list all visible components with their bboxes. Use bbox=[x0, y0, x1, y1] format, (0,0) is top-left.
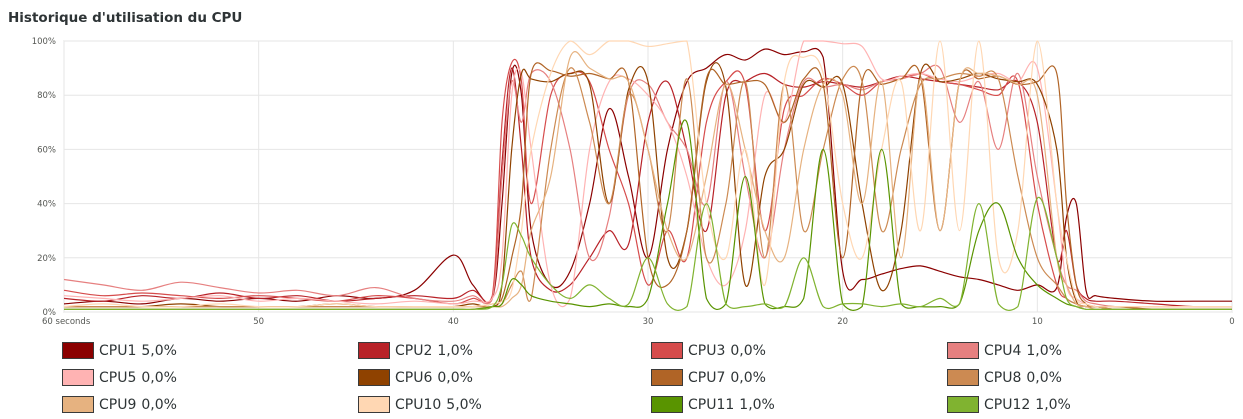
legend-text: CPU10 5,0% bbox=[395, 397, 482, 413]
series-line-cpu12 bbox=[64, 196, 1232, 311]
series-line-cpu1 bbox=[63, 47, 1232, 305]
legend-item-cpu6[interactable]: CPU6 0,0% bbox=[358, 364, 651, 391]
legend-label: CPU12 bbox=[984, 396, 1031, 413]
legend-color-swatch[interactable] bbox=[358, 396, 390, 413]
x-tick-label: 10 bbox=[1032, 317, 1043, 327]
legend-color-swatch[interactable] bbox=[358, 342, 390, 359]
legend-color-swatch[interactable] bbox=[947, 369, 979, 386]
section-title: Historique d'utilisation du CPU bbox=[8, 10, 243, 26]
legend-item-cpu10[interactable]: CPU10 5,0% bbox=[358, 391, 651, 418]
legend-color-swatch[interactable] bbox=[62, 396, 94, 413]
x-tick-label: 30 bbox=[643, 317, 654, 327]
x-tick-labels: 60 seconds 50 40 30 20 10 0 bbox=[42, 317, 1235, 327]
legend-value: 1,0% bbox=[1035, 396, 1071, 413]
legend-value: 0,0% bbox=[730, 342, 766, 359]
legend-text: CPU3 0,0% bbox=[688, 343, 766, 359]
legend-text: CPU6 0,0% bbox=[395, 370, 473, 386]
legend-value: 0,0% bbox=[730, 369, 766, 386]
series-line-cpu5 bbox=[63, 40, 1232, 308]
legend-item-cpu5[interactable]: CPU5 0,0% bbox=[62, 364, 358, 391]
legend-value: 1,0% bbox=[1026, 342, 1062, 359]
legend-item-cpu1[interactable]: CPU1 5,0% bbox=[62, 337, 358, 364]
legend-item-cpu4[interactable]: CPU4 1,0% bbox=[947, 337, 1227, 364]
legend-value: 0,0% bbox=[141, 369, 177, 386]
legend-label: CPU8 bbox=[984, 369, 1022, 386]
legend-text: CPU11 1,0% bbox=[688, 397, 775, 413]
legend-item-cpu8[interactable]: CPU8 0,0% bbox=[947, 364, 1227, 391]
legend-text: CPU2 1,0% bbox=[395, 343, 473, 359]
series-line-cpu2 bbox=[63, 67, 1233, 308]
legend-value: 0,0% bbox=[141, 396, 177, 413]
legend-label: CPU1 bbox=[99, 342, 137, 359]
legend-label: CPU10 bbox=[395, 396, 442, 413]
legend-text: CPU7 0,0% bbox=[688, 370, 766, 386]
x-tick-label: 0 bbox=[1229, 317, 1234, 327]
legend-value: 5,0% bbox=[446, 396, 482, 413]
y-tick-label: 40% bbox=[37, 200, 56, 210]
cpu-history-chart: 0% 20% 40% 60% 80% 100% 60 seconds 50 40 30 20 10 0 bbox=[32, 37, 1235, 327]
legend-label: CPU2 bbox=[395, 342, 433, 359]
legend-color-swatch[interactable] bbox=[62, 342, 94, 359]
legend-text: CPU12 1,0% bbox=[984, 397, 1071, 413]
legend-label: CPU7 bbox=[688, 369, 726, 386]
legend-color-swatch[interactable] bbox=[651, 369, 683, 386]
legend-value: 1,0% bbox=[739, 396, 775, 413]
legend-label: CPU5 bbox=[99, 369, 137, 386]
legend-color-swatch[interactable] bbox=[358, 369, 390, 386]
series-line-cpu4 bbox=[63, 64, 1232, 308]
legend-text: CPU9 0,0% bbox=[99, 397, 177, 413]
legend: CPU1 5,0% CPU2 1,0% CPU3 0,0% CPU4 1,0% CPU5 0,0%… bbox=[62, 337, 1242, 418]
legend-item-cpu7[interactable]: CPU7 0,0% bbox=[651, 364, 947, 391]
y-tick-label: 100% bbox=[32, 37, 56, 47]
legend-item-cpu3[interactable]: CPU3 0,0% bbox=[651, 337, 947, 364]
legend-label: CPU4 bbox=[984, 342, 1022, 359]
legend-item-cpu2[interactable]: CPU2 1,0% bbox=[358, 337, 651, 364]
series-line-cpu10 bbox=[63, 40, 1232, 308]
legend-color-swatch[interactable] bbox=[651, 396, 683, 413]
legend-color-swatch[interactable] bbox=[62, 369, 94, 386]
legend-label: CPU6 bbox=[395, 369, 433, 386]
y-tick-label: 60% bbox=[37, 145, 56, 155]
legend-text: CPU8 0,0% bbox=[984, 370, 1062, 386]
legend-value: 5,0% bbox=[141, 342, 177, 359]
legend-text: CPU5 0,0% bbox=[99, 370, 177, 386]
legend-item-cpu12[interactable]: CPU12 1,0% bbox=[947, 391, 1227, 418]
x-tick-label: 20 bbox=[837, 317, 848, 327]
legend-label: CPU11 bbox=[688, 396, 735, 413]
legend-label: CPU9 bbox=[99, 396, 137, 413]
legend-text: CPU4 1,0% bbox=[984, 343, 1062, 359]
x-tick-label: 60 seconds bbox=[42, 317, 91, 327]
y-tick-label: 0% bbox=[43, 308, 57, 318]
y-tick-labels: 0% 20% 40% 60% 80% 100% bbox=[32, 37, 56, 318]
series-lines bbox=[63, 40, 1233, 311]
legend-value: 0,0% bbox=[1026, 369, 1062, 386]
legend-color-swatch[interactable] bbox=[947, 342, 979, 359]
x-tick-label: 50 bbox=[253, 317, 264, 327]
legend-label: CPU3 bbox=[688, 342, 726, 359]
legend-value: 1,0% bbox=[437, 342, 473, 359]
y-tick-label: 20% bbox=[37, 254, 56, 264]
legend-item-cpu11[interactable]: CPU11 1,0% bbox=[651, 391, 947, 418]
legend-color-swatch[interactable] bbox=[947, 396, 979, 413]
legend-color-swatch[interactable] bbox=[651, 342, 683, 359]
legend-item-cpu9[interactable]: CPU9 0,0% bbox=[62, 391, 358, 418]
legend-text: CPU1 5,0% bbox=[99, 343, 177, 359]
x-tick-label: 40 bbox=[448, 317, 459, 327]
legend-value: 0,0% bbox=[437, 369, 473, 386]
y-tick-label: 80% bbox=[37, 91, 56, 101]
